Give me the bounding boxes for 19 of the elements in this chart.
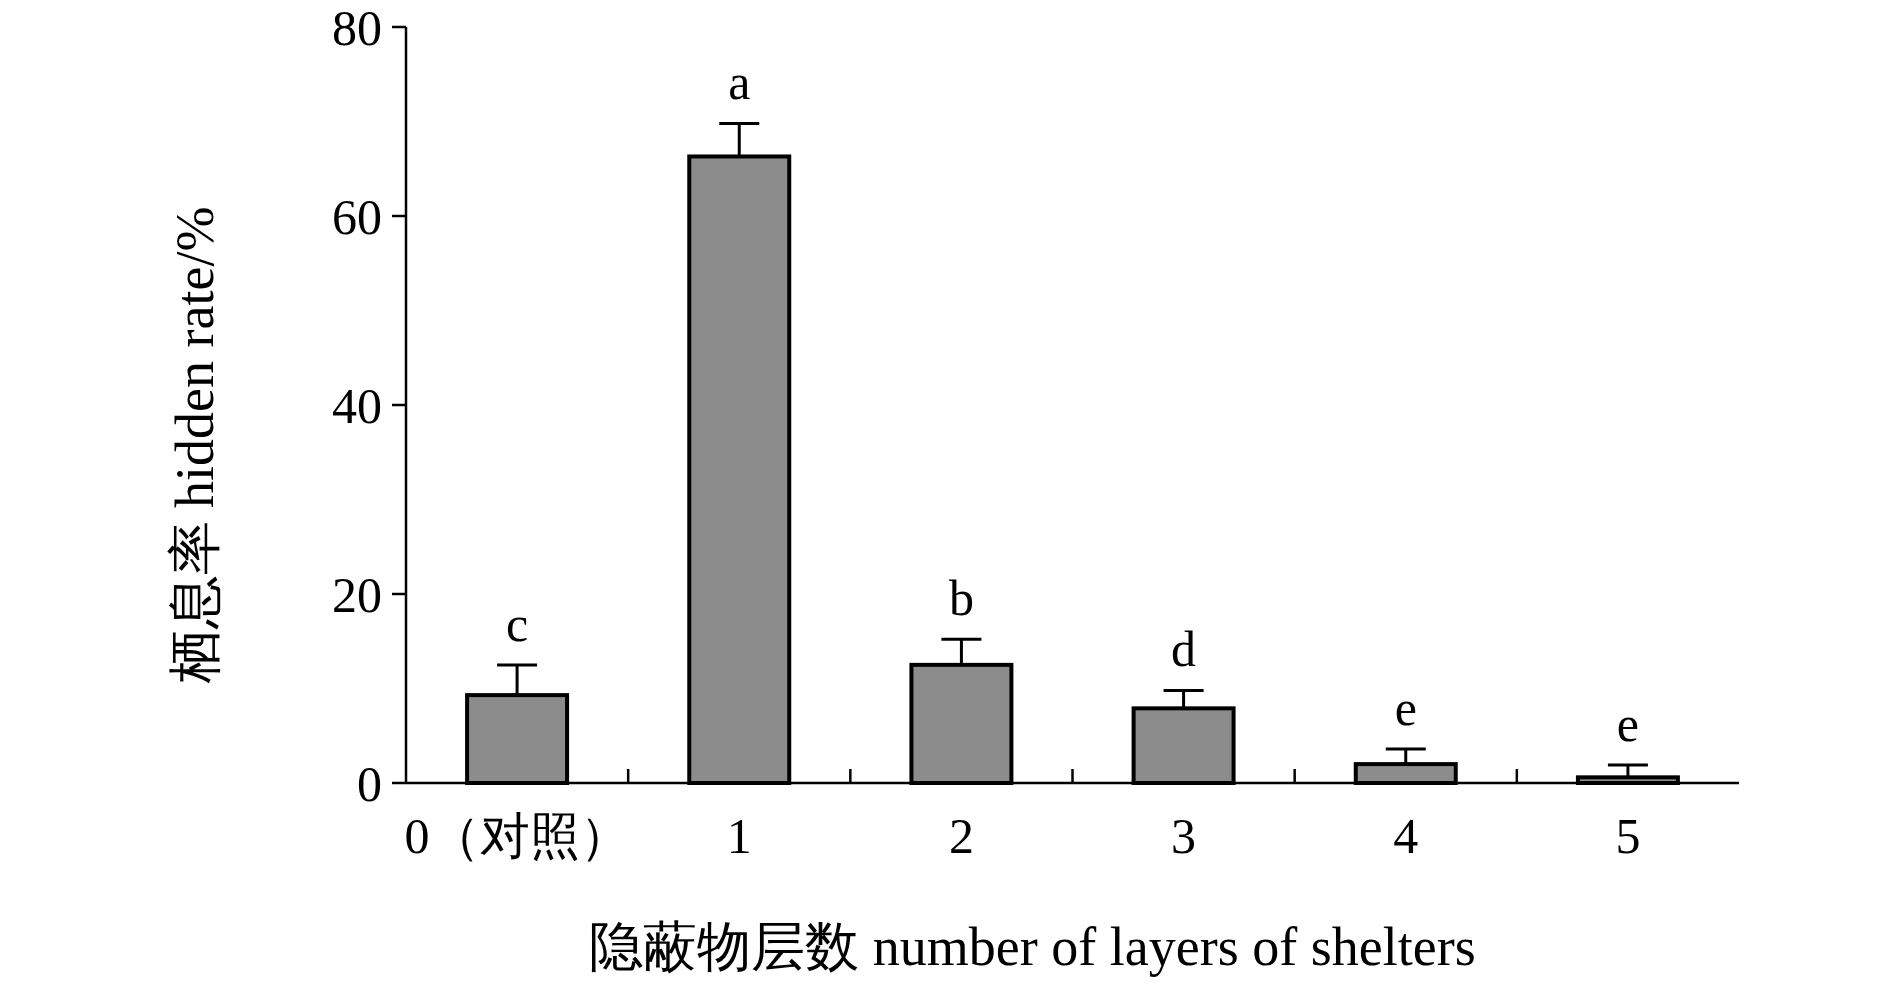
annotation: c: [505, 595, 529, 652]
y-tick-label: 20: [332, 566, 382, 623]
x-axis-title: 隐蔽物层数 number of layers of shelters: [589, 917, 1476, 977]
x-tick-label: 4: [1393, 808, 1419, 864]
x-tick-label: 2: [948, 808, 974, 864]
x-tick-label: 5: [1615, 808, 1641, 864]
y-tick-label: 40: [332, 377, 382, 434]
annotation: a: [728, 54, 751, 111]
annotation: e: [1394, 679, 1417, 736]
x-tick-label: 3: [1171, 808, 1197, 864]
y-tick-label: 60: [332, 188, 382, 245]
y-tick-label: 0: [357, 755, 382, 812]
annotation: e: [1616, 696, 1640, 753]
annotation: d: [1171, 621, 1197, 678]
y-tick-label: 80: [332, 0, 382, 56]
x-tick-label: 0（对照）: [404, 808, 630, 864]
y-axis-title: 栖息率 hidden rate/%: [165, 206, 225, 685]
annotation: b: [948, 570, 974, 627]
x-tick-label: 1: [726, 808, 752, 864]
